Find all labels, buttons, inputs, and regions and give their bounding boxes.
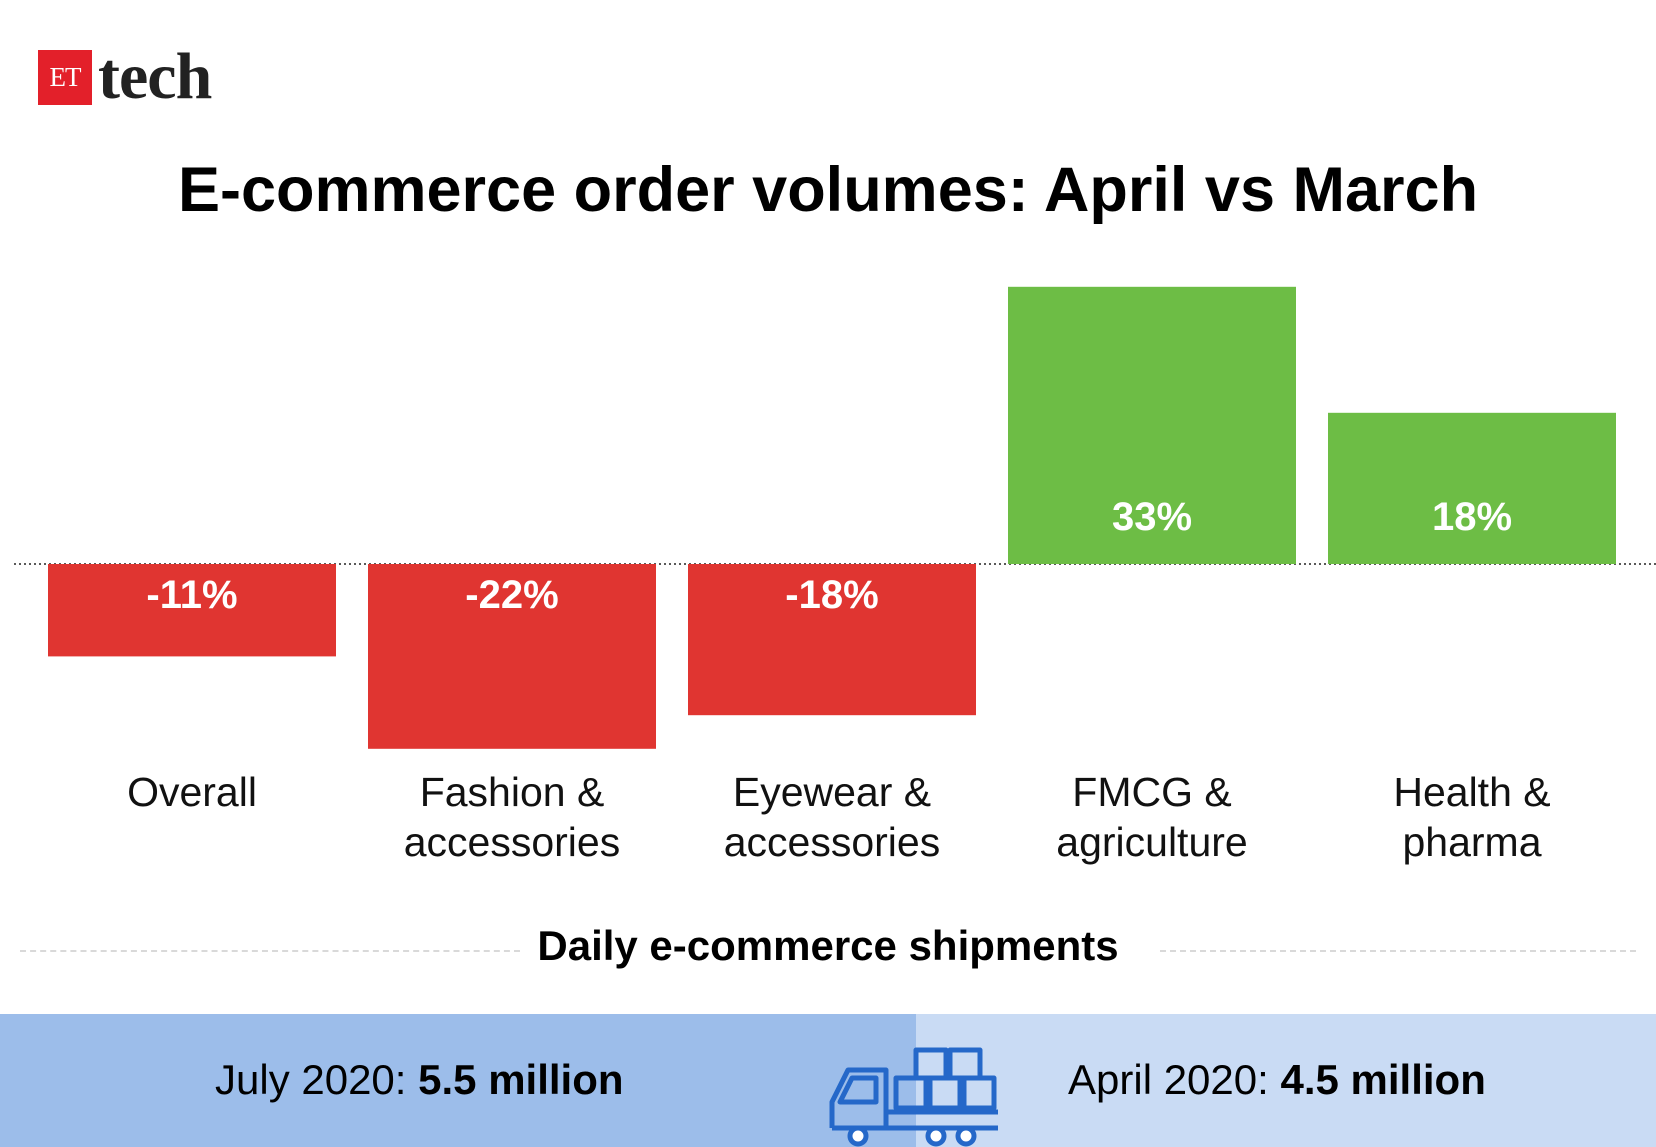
value-label-3: 33%	[1112, 495, 1192, 539]
shipments-panel-july	[0, 1014, 916, 1147]
chart-title: E-commerce order volumes: April vs March	[177, 155, 1479, 225]
truck-with-boxes-icon	[829, 1047, 998, 1147]
category-label-4: Health & pharma	[1393, 769, 1550, 865]
stat-july-value: 5.5 million	[418, 1056, 624, 1103]
logo-box: ET	[38, 49, 92, 105]
category-label-0: Overall	[127, 769, 257, 815]
bar-0	[48, 564, 336, 657]
stat-july: July 2020: 5.5 million	[215, 1054, 624, 1106]
stat-april-label: April 2020:	[1068, 1056, 1281, 1103]
dashed-divider-left	[20, 950, 520, 952]
dashed-divider-right	[1160, 950, 1636, 952]
shipments-title: Daily e-commerce shipments	[537, 922, 1119, 969]
category-label-1: Fashion & accessories	[404, 769, 620, 865]
stat-april: April 2020: 4.5 million	[1068, 1054, 1486, 1106]
category-label-3: FMCG & agriculture	[1056, 769, 1247, 865]
value-label-0: -11%	[146, 573, 237, 617]
value-label-2: -18%	[785, 573, 878, 617]
value-label-1: -22%	[465, 573, 558, 617]
logo-word: tech	[98, 40, 212, 113]
bar-4	[1328, 412, 1616, 564]
stat-april-value: 4.5 million	[1280, 1056, 1486, 1103]
bar-1	[368, 564, 656, 749]
value-label-4: 18%	[1432, 495, 1512, 539]
bar-3	[1008, 286, 1296, 564]
et-tech-logo: ET tech	[38, 40, 212, 113]
category-label-2: Eyewear & accessories	[724, 769, 940, 865]
bar-2	[688, 564, 976, 716]
bar-chart: -11% Overall -22% Fashion & accessories -18% E…	[14, 286, 1656, 865]
shipments-panel-april	[916, 1014, 1656, 1147]
stat-july-label: July 2020:	[215, 1056, 419, 1103]
